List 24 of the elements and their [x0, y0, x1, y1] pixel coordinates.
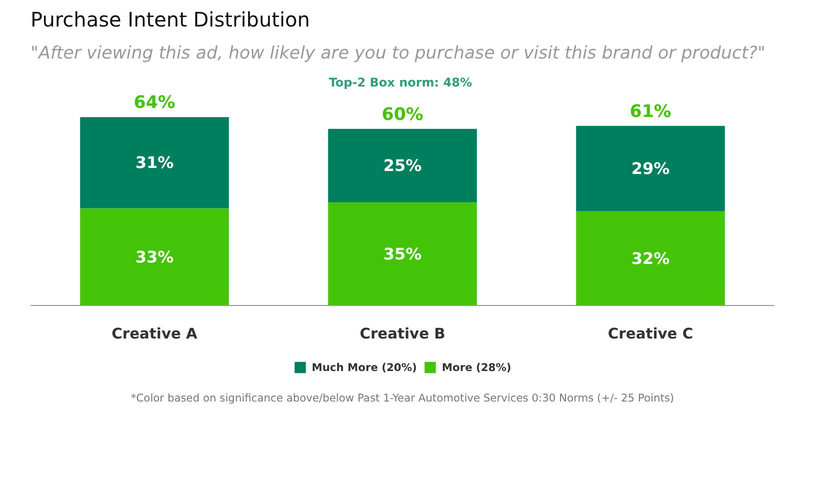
data-label: 25%	[383, 156, 422, 176]
data-label: 32%	[631, 248, 670, 268]
data-label: 33%	[135, 247, 174, 266]
x-tick-label: Creative C	[608, 325, 694, 342]
data-label: 31%	[135, 153, 174, 172]
text: Top-2 Box norm: 48%	[328, 76, 472, 90]
total-label: 61%	[630, 102, 672, 122]
data-label: 29%	[631, 159, 670, 178]
legend-label: More (28%)	[442, 360, 512, 374]
bar	[80, 117, 229, 208]
bar	[80, 208, 229, 306]
x-tick-label: Creative B	[360, 325, 446, 342]
chart-title: Purchase Intent Distribution	[30, 8, 310, 32]
bar	[576, 126, 725, 212]
total-label: 60%	[382, 104, 424, 125]
text: *Color based on significance above/below Past 1-Year Automotive Services 0:30 Norms (+/- 25 Points)	[130, 392, 674, 404]
chart-subtitle: "After viewing this ad, how likely are you to purchase or visit this brand or product?"	[30, 44, 766, 64]
bar	[328, 128, 477, 202]
bar	[328, 202, 477, 306]
total-label: 64%	[134, 93, 176, 114]
legend-label: Much More (20%)	[312, 360, 417, 374]
bar	[576, 211, 725, 306]
x-tick-label: Creative A	[112, 325, 198, 342]
data-label: 35%	[383, 244, 422, 264]
